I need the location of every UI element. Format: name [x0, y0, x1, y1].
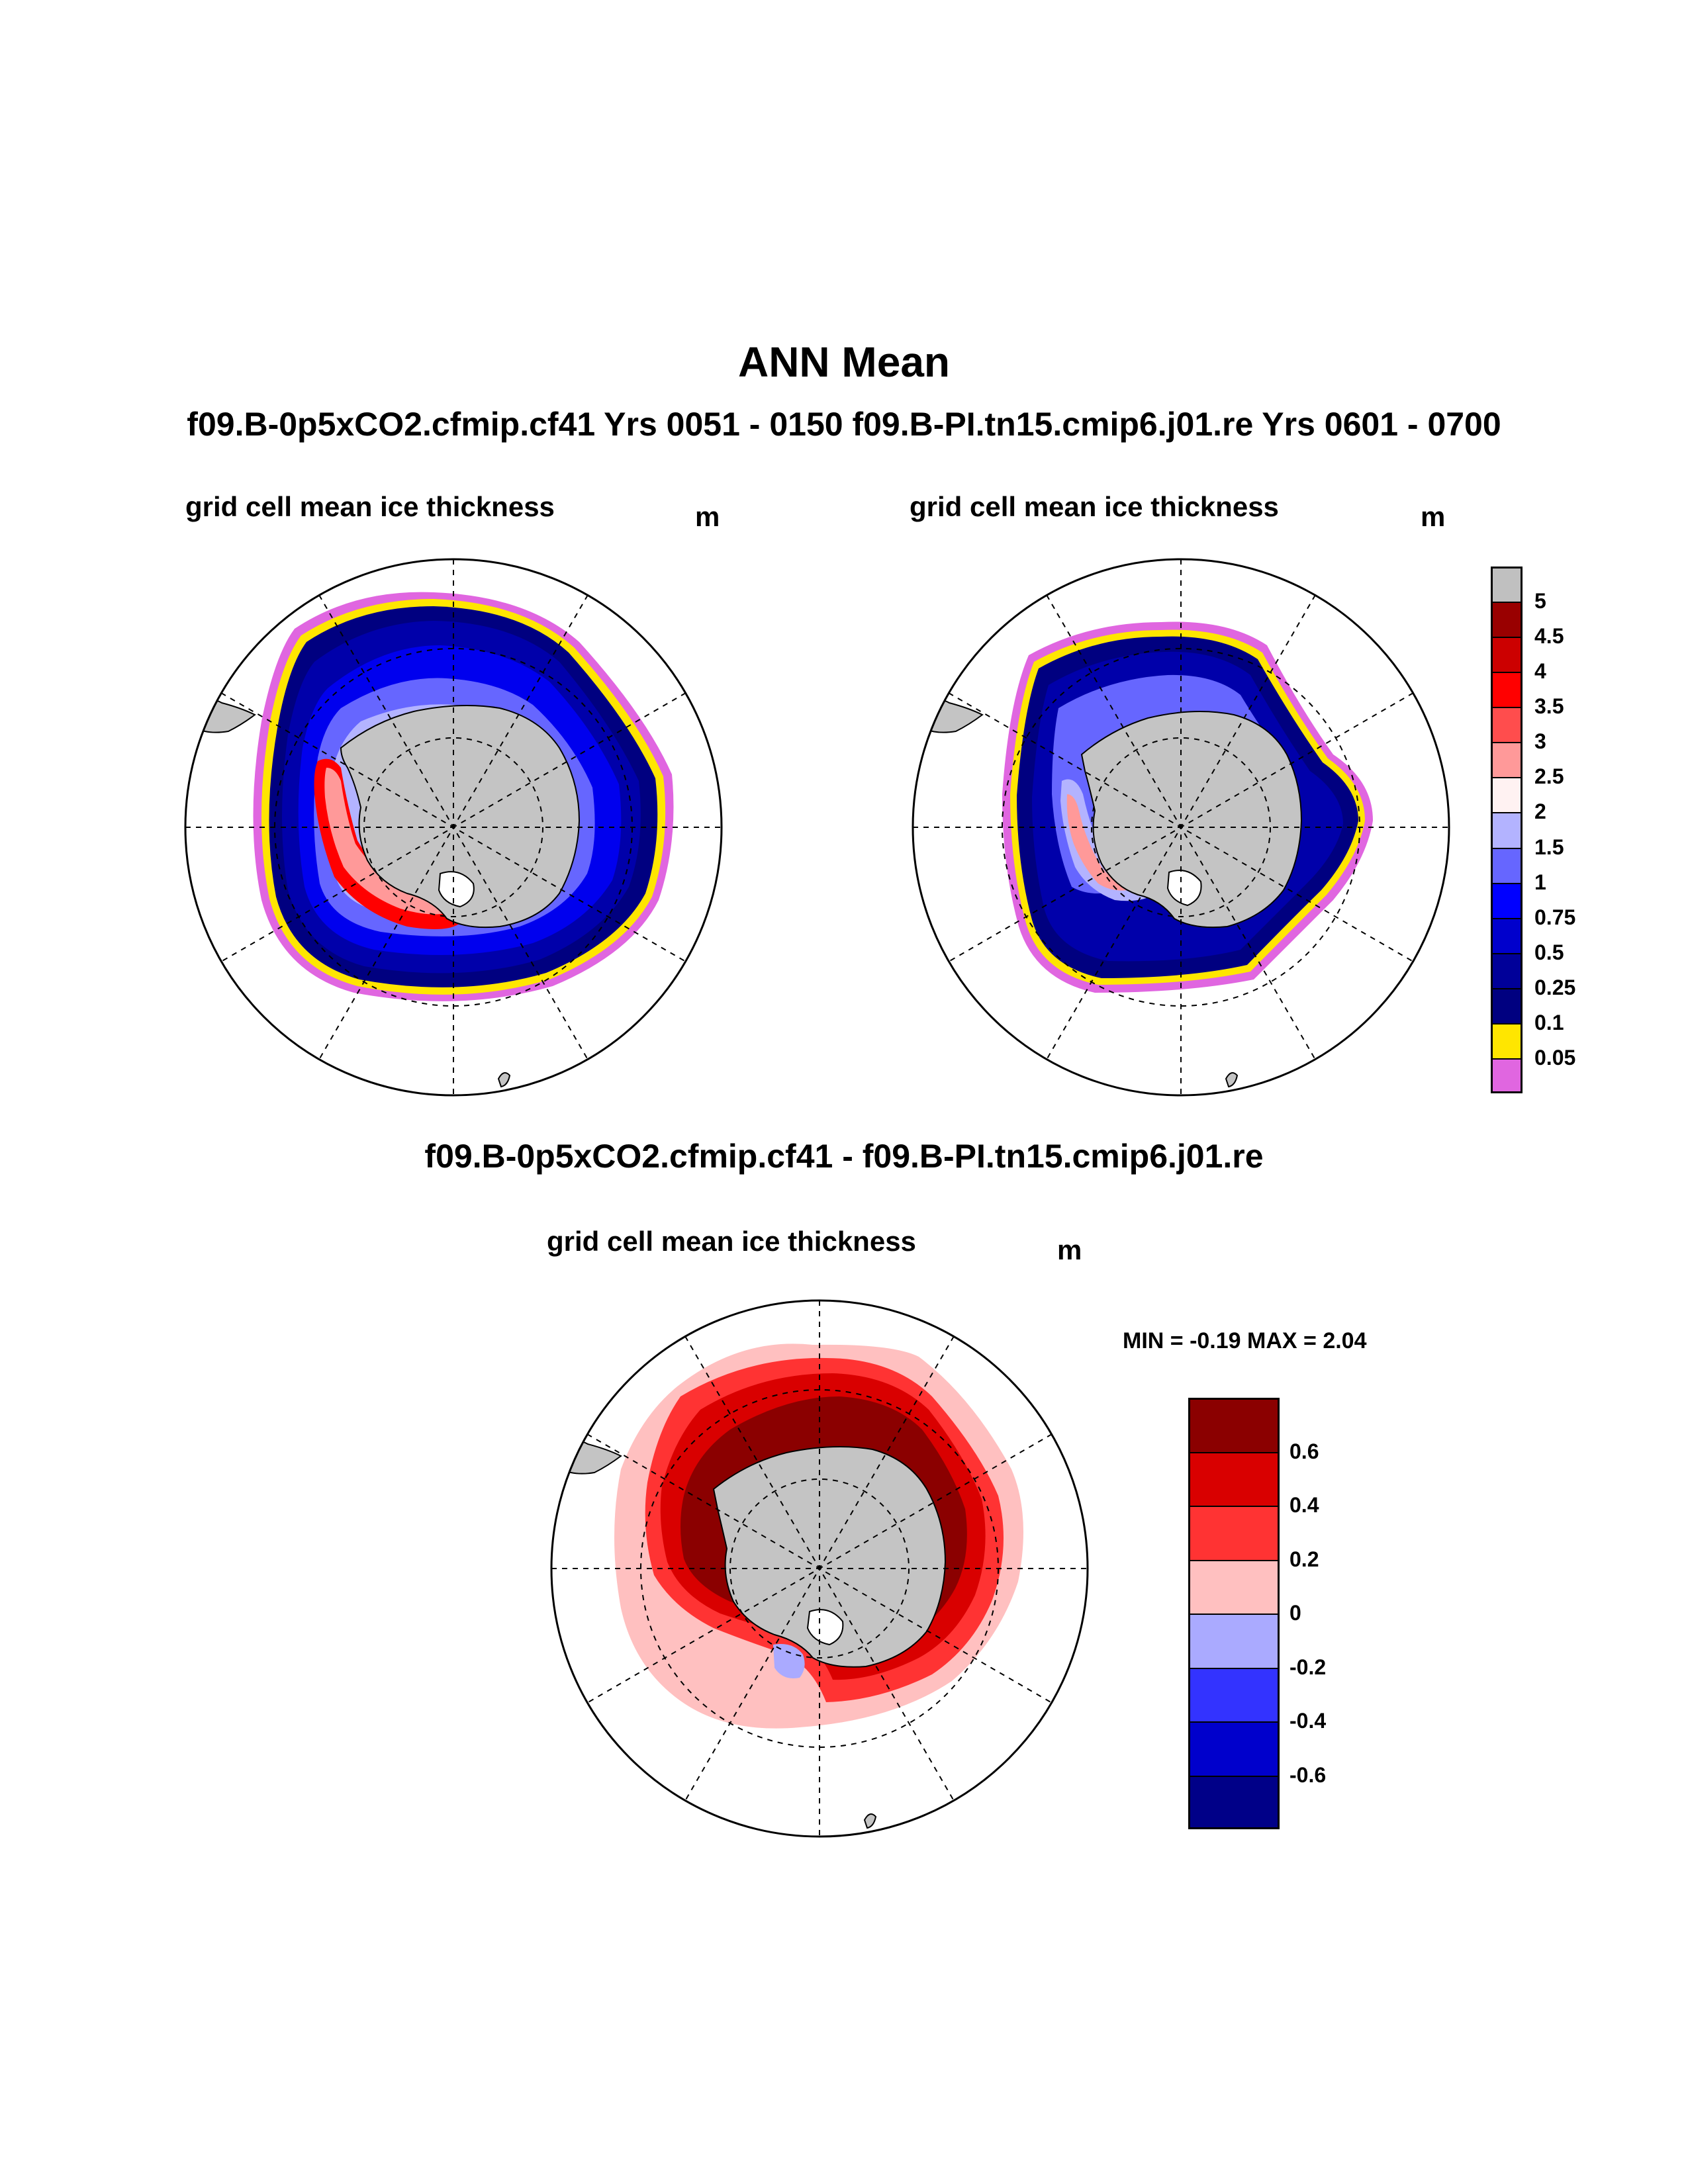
colorbar-swatch — [1491, 812, 1523, 848]
colorbar-swatch — [1491, 602, 1523, 637]
map-boundary — [184, 558, 723, 1097]
colorbar-tick-label: 2.5 — [1534, 764, 1564, 789]
colorbar-tick-label: 1 — [1534, 870, 1546, 894]
colorbar-swatch — [1491, 637, 1523, 672]
colorbar-swatch — [1188, 1775, 1280, 1829]
colorbar-tick-label: 1.5 — [1534, 835, 1564, 859]
colorbar-swatch — [1491, 882, 1523, 918]
colorbar-tick-label: -0.6 — [1289, 1762, 1327, 1787]
colorbar-swatch — [1188, 1559, 1280, 1614]
colorbar-tick-label: 0.75 — [1534, 905, 1576, 929]
antarctica-land — [712, 1446, 947, 1668]
colorbar-tick-label: 0.2 — [1289, 1547, 1319, 1571]
difference-unit: m — [1057, 1234, 1082, 1265]
colorbar-tick-label: 0.25 — [1534, 975, 1576, 999]
map-panel-1 — [184, 558, 723, 1097]
panel-2-unit: m — [1421, 501, 1446, 532]
sea-ice-thick-1p5 — [1060, 779, 1156, 901]
map-difference — [550, 1299, 1089, 1838]
panel-1-unit: m — [695, 501, 720, 532]
colorbar-swatch — [1188, 1614, 1280, 1668]
colorbar-tick-label: 0 — [1289, 1601, 1301, 1625]
colorbar-tick-label: 0.1 — [1534, 1010, 1564, 1034]
colorbar-swatch — [1491, 777, 1523, 813]
colorbar-tick-label: 0.05 — [1534, 1045, 1576, 1069]
colorbar-tick-label: 5 — [1534, 589, 1546, 614]
min-max-readout: MIN = -0.19 MAX = 2.04 — [1123, 1328, 1367, 1353]
graticule — [185, 559, 722, 1095]
colorbar-swatch — [1491, 672, 1523, 707]
difference-panel-title: grid cell mean ice thickness — [547, 1226, 916, 1257]
colorbar-swatch — [1491, 952, 1523, 988]
colorbar-tick-label: 4.5 — [1534, 624, 1564, 649]
colorbar-swatch — [1491, 917, 1523, 953]
colorbar-tick-label: 0.4 — [1289, 1493, 1319, 1517]
colorbar-swatch — [1491, 987, 1523, 1023]
colorbar-tick-label: -0.2 — [1289, 1655, 1327, 1679]
graticule — [913, 559, 1449, 1095]
colorbar-tick-label: 0.6 — [1289, 1439, 1319, 1463]
colorbar-swatch — [1491, 847, 1523, 883]
colorbar-tick-label: 0.5 — [1534, 940, 1564, 964]
colorbar-swatch — [1491, 742, 1523, 778]
panel-1-title: grid cell mean ice thickness — [185, 491, 555, 522]
new-zealand-land — [1225, 1072, 1239, 1088]
colorbar-tick-label: 3.5 — [1534, 694, 1564, 719]
colorbar-main — [1491, 567, 1523, 1093]
figure-title: ANN Mean — [737, 338, 951, 386]
map-panel-2 — [912, 558, 1450, 1097]
difference-title: f09.B-0p5xCO2.cfmip.cf41 - f09.B-PI.tn15… — [424, 1138, 1264, 1175]
colorbar-swatch — [1188, 1451, 1280, 1506]
colorbar-swatch — [1188, 1398, 1280, 1452]
figure-subtitle: f09.B-0p5xCO2.cfmip.cf41 Yrs 0051 - 0150… — [187, 406, 1501, 443]
map-boundary — [912, 558, 1450, 1097]
antarctica-land — [1080, 711, 1303, 929]
diff-0-to-minus-0p2 — [773, 1644, 805, 1678]
new-zealand-land — [497, 1072, 511, 1088]
colorbar-swatch — [1491, 707, 1523, 743]
colorbar-swatch — [1491, 1058, 1523, 1093]
colorbar-swatch — [1188, 1667, 1280, 1721]
colorbar-tick-label: 3 — [1534, 729, 1546, 754]
colorbar-swatch — [1188, 1721, 1280, 1776]
colorbar-difference — [1188, 1398, 1280, 1829]
sea-ice-thick-2p5 — [324, 768, 447, 915]
colorbar-swatch — [1491, 1023, 1523, 1058]
colorbar-swatch — [1491, 567, 1523, 602]
ross-ice-shelf — [1166, 870, 1202, 907]
map-boundary — [550, 1299, 1089, 1838]
colorbar-tick-label: 4 — [1534, 659, 1546, 684]
panel-2-title: grid cell mean ice thickness — [910, 491, 1279, 522]
sea-ice-thick-2p5 — [1066, 794, 1128, 891]
ross-ice-shelf — [806, 1609, 844, 1646]
graticule — [551, 1300, 1088, 1837]
colorbar-tick-label: 2 — [1534, 799, 1546, 824]
sea-ice-thick-4 — [314, 758, 460, 929]
new-zealand-land — [863, 1813, 877, 1829]
colorbar-tick-label: -0.4 — [1289, 1709, 1327, 1733]
ross-ice-shelf — [438, 871, 475, 908]
colorbar-swatch — [1188, 1506, 1280, 1560]
